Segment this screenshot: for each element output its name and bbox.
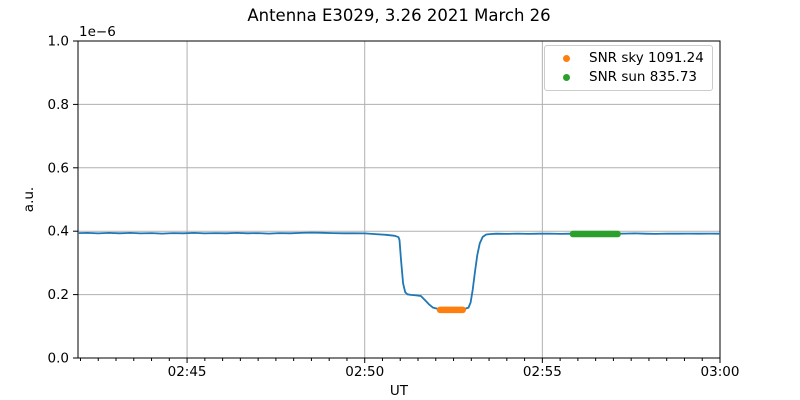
- legend-label-snr-sky: SNR sky 1091.24: [589, 49, 704, 66]
- sky-marker-icon: [563, 54, 570, 62]
- y-tick-label: 0.2: [48, 287, 69, 303]
- legend-label-snr-sun: SNR sun 835.73: [589, 68, 698, 85]
- y-axis-offset-label: 1e−6: [79, 24, 116, 40]
- legend: SNR sky 1091.24 SNR sun 835.73: [544, 45, 713, 91]
- axes-spines: [77, 40, 721, 359]
- y-axis-label: a.u.: [21, 187, 37, 212]
- x-tick-label: 03:00: [701, 364, 740, 380]
- chart-title: Antenna E3029, 3.26 2021 March 26: [247, 6, 550, 25]
- x-axis-label: UT: [390, 383, 409, 399]
- y-tick-label: 0.0: [48, 351, 69, 367]
- y-tick-label: 0.6: [48, 160, 69, 176]
- y-tick-label: 0.4: [48, 224, 69, 240]
- x-tick-label: 02:45: [168, 364, 207, 380]
- x-tick-label: 02:55: [523, 364, 562, 380]
- x-tick-label: 02:50: [345, 364, 384, 380]
- plot-area: 02:45 02:50 02:55 03:00 0.0 0.2 0.4 0.6 0.8 1.0: [48, 34, 740, 381]
- sun-marker-icon: [563, 74, 570, 82]
- y-tick-label: 1.0: [48, 34, 69, 50]
- signal-line: [77, 231, 721, 311]
- legend-item-snr-sun: SNR sun 835.73: [563, 68, 712, 85]
- legend-item-snr-sky: SNR sky 1091.24: [563, 49, 712, 66]
- y-tick-label: 0.8: [48, 97, 69, 113]
